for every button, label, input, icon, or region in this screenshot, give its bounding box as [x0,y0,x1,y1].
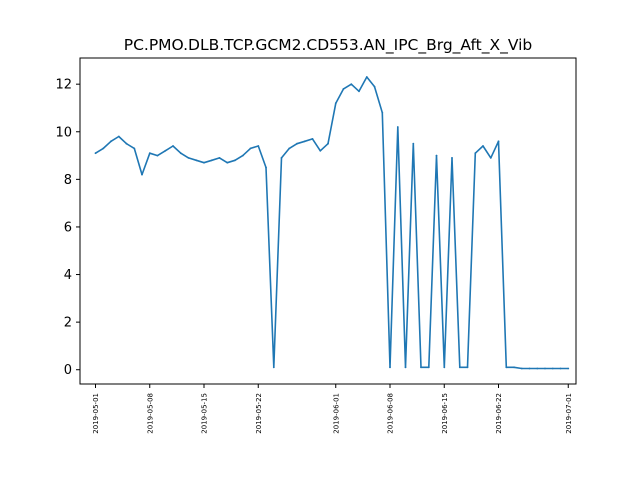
data-point [342,88,345,90]
data-point [265,166,267,169]
y-tick-label: 4 [64,268,72,283]
y-tick-label: 0 [64,363,72,378]
x-tick-label: 2019-05-15 [201,393,209,434]
data-point [296,142,298,145]
data-point [551,367,554,370]
data-point [350,83,353,86]
data-point [435,154,438,157]
data-point [125,142,128,145]
y-tick-label: 2 [64,316,72,331]
x-tick-label: 2019-06-08 [387,393,395,434]
data-point [536,367,539,370]
data-point [389,366,391,369]
data-point [303,140,306,143]
y-tick-label: 8 [64,173,72,188]
data-point [404,366,407,369]
x-tick-label: 2019-06-22 [495,393,503,434]
data-point [482,145,484,147]
data-point [164,149,167,152]
data-point [559,367,562,370]
data-point [451,157,453,159]
data-point [497,140,500,143]
data-point [187,157,190,159]
chart-title: PC.PMO.DLB.TCP.GCM2.CD553.AN_IPC_Brg_Aft… [124,36,533,55]
data-point [141,173,143,176]
data-point [474,152,477,155]
data-point [94,152,97,155]
data-point [520,367,523,370]
data-point [528,367,531,370]
data-point [210,159,213,162]
x-tick-label: 2019-07-01 [565,393,573,434]
data-point [257,145,260,147]
data-point [280,157,283,159]
data-point [396,126,399,128]
data-point [513,366,515,369]
y-tick-label: 10 [55,125,72,140]
data-point [544,367,546,370]
data-point [319,149,322,152]
data-point [102,147,105,150]
data-point [133,147,136,150]
x-tick-label: 2019-05-08 [146,393,154,434]
x-tick-label: 2019-06-15 [441,393,449,434]
y-axis: 0 2 4 6 8 10 12 [55,78,80,378]
x-tick-label: 2019-05-22 [255,393,263,434]
data-point [567,367,570,370]
data-point [272,366,275,369]
data-point [148,152,151,155]
data-point [110,140,112,143]
x-tick-label: 2019-06-01 [332,393,340,434]
data-point [489,157,492,159]
x-tick-label: 2019-05-01 [92,393,100,434]
data-point [249,147,252,150]
data-point [427,366,430,369]
data-point [195,159,198,162]
plot-area [94,76,570,370]
x-axis: 2019-05-01 2019-05-08 2019-05-15 2019-05-22… [92,384,573,434]
data-point [412,142,415,145]
data-point [443,366,446,369]
data-point [381,111,384,114]
data-point [466,366,469,369]
data-point [420,366,422,369]
data-point [373,85,376,88]
data-point [241,154,244,157]
y-tick-label: 6 [64,220,72,235]
data-point [218,157,221,159]
data-point [156,154,159,157]
data-point [365,76,368,78]
data-point [172,145,174,147]
data-point [203,161,205,164]
data-point [179,152,182,155]
y-tick-label: 12 [55,78,72,93]
data-point [458,366,461,369]
data-point [327,142,329,145]
data-point [311,138,314,140]
axes-frame [79,57,577,385]
data-point [505,366,508,369]
data-point [288,147,291,150]
data-point [358,90,360,93]
data-point [226,161,229,164]
data-point [117,135,120,138]
data-point [334,102,337,105]
data-point [234,159,236,162]
series-line [95,76,569,370]
